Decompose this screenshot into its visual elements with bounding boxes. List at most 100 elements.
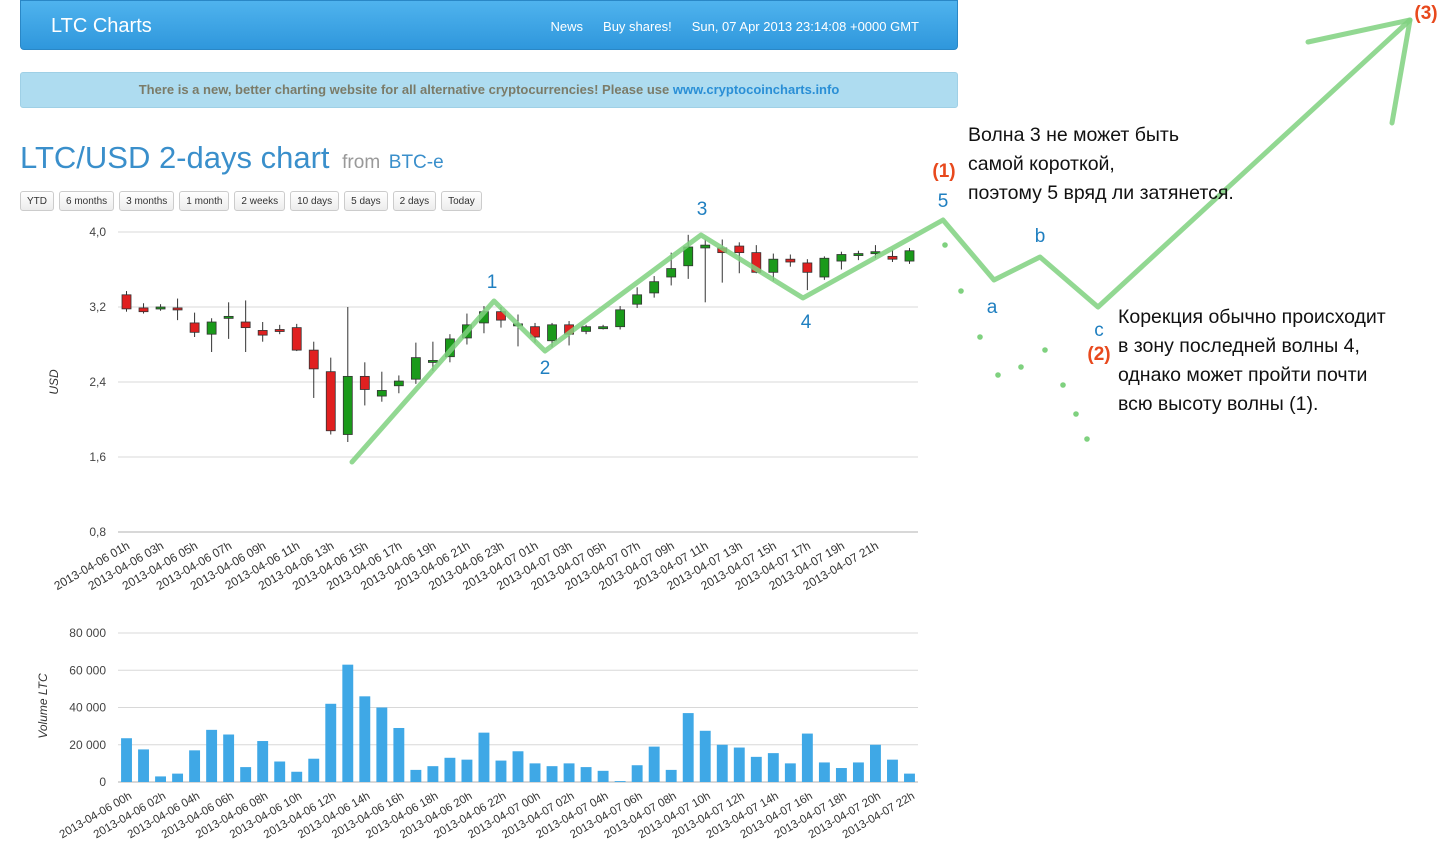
volume-grid: 0 20 000 40 000 60 000 80 000: [69, 626, 918, 789]
note-wave3-line: самой короткой,: [968, 153, 1115, 175]
brand-logo[interactable]: LTC Charts: [51, 15, 152, 37]
alternative-path-dot: [942, 242, 948, 248]
volume-bar: [444, 757, 456, 782]
degree-label: (1): [932, 161, 955, 182]
wave-label-a: a: [987, 297, 998, 318]
exchange-name[interactable]: BTC-e: [388, 152, 444, 173]
volume-bar: [835, 768, 847, 782]
range-button-5-days[interactable]: 5 days: [344, 191, 388, 211]
page-title: LTC/USD 2-days chart from BTC-e: [20, 140, 444, 176]
candle-body: [768, 258, 779, 273]
candle-body: [155, 306, 166, 310]
volume-bar: [852, 762, 864, 782]
price-y-tick-label: 4,0: [89, 225, 106, 239]
volume-bar: [750, 756, 762, 782]
nav-news-link[interactable]: News: [550, 19, 584, 34]
volume-bar: [546, 766, 558, 782]
note-correction-line: в зону последней волны 4,: [1118, 335, 1360, 357]
range-button-1-month[interactable]: 1 month: [179, 191, 230, 211]
candle-body: [342, 375, 353, 435]
volume-bar: [887, 759, 898, 782]
wave-label-4: 4: [801, 312, 812, 333]
candle-body: [530, 326, 540, 338]
nav-links: News Buy shares! Sun, 07 Apr 2013 23:14:…: [551, 19, 919, 34]
volume-bar: [818, 762, 830, 782]
range-button-2-days[interactable]: 2 days: [392, 191, 437, 211]
candle-body: [410, 357, 421, 380]
note-correction: Корекция обычно происходит в зону послед…: [1118, 303, 1386, 419]
volume-bar: [240, 767, 252, 782]
alternative-path-dot: [1042, 347, 1048, 353]
volume-bar: [291, 771, 303, 782]
price-y-tick-label: 2,4: [89, 375, 106, 389]
volume-bar: [206, 729, 218, 782]
volume-bar: [359, 696, 371, 782]
volume-bar: [121, 738, 132, 782]
candle-body: [853, 253, 864, 256]
wave-label-2: 2: [540, 358, 551, 379]
volume-bar: [393, 727, 405, 782]
server-datetime: Sun, 07 Apr 2013 23:14:08 +0000 GMT: [691, 19, 919, 34]
candle-body: [785, 258, 796, 263]
range-button-today[interactable]: Today: [441, 191, 482, 211]
wave-path: [349, 17, 1413, 465]
candle-body: [325, 371, 336, 432]
wave-label-b: b: [1035, 226, 1046, 247]
volume-bar: [767, 753, 779, 782]
volume-bar: [138, 749, 149, 782]
volume-bar: [631, 765, 643, 782]
volume-bar: [274, 761, 286, 782]
volume-bar: [665, 769, 677, 782]
volume-bar: [682, 713, 694, 782]
candle-body: [359, 375, 370, 390]
candle-body: [257, 330, 268, 336]
volume-bar: [155, 776, 166, 782]
candle-body: [615, 309, 626, 328]
alternative-path-dot: [1084, 436, 1090, 442]
candle-body: [598, 326, 609, 330]
volume-bar: [580, 767, 592, 782]
volume-bar: [870, 744, 881, 782]
candle-body: [172, 307, 183, 311]
volume-bar: [342, 664, 354, 782]
candle-body: [734, 245, 745, 254]
volume-bar: [325, 703, 337, 782]
range-button-ytd[interactable]: YTD: [20, 191, 54, 211]
candle-body: [496, 311, 506, 321]
volume-bar: [716, 744, 728, 782]
candle-body: [376, 390, 387, 397]
price-grid: 0,8 1,6 2,4 3,2 4,0: [89, 225, 918, 539]
volume-y-tick-label: 60 000: [69, 663, 106, 677]
range-button-10-days[interactable]: 10 days: [290, 191, 340, 211]
volume-y-tick-label: 0: [99, 775, 106, 789]
volume-bar: [733, 747, 745, 782]
wave-label-1: 1: [487, 272, 498, 293]
candle-body: [649, 281, 660, 294]
price-y-tick-label: 1,6: [89, 450, 106, 464]
volume-bars: [121, 664, 915, 782]
candle-body: [121, 294, 132, 310]
range-button-6-months[interactable]: 6 months: [59, 191, 115, 211]
note-correction-line: однако может пройти почти: [1118, 364, 1368, 386]
candle-body: [291, 327, 302, 351]
volume-bar: [614, 781, 626, 782]
nav-buy-shares-link[interactable]: Buy shares!: [603, 19, 672, 34]
candle-body: [308, 349, 319, 370]
range-button-3-months[interactable]: 3 months: [119, 191, 175, 211]
elliott-wave-overlay: 1 2 3 4 5 a b c (1) (2) (3): [349, 3, 1438, 465]
volume-y-tick-label: 80 000: [69, 626, 106, 640]
candle-body: [666, 268, 677, 278]
candle-body: [138, 307, 149, 313]
candle-body: [393, 380, 404, 387]
price-candles: [121, 234, 915, 442]
volume-bar: [784, 763, 796, 782]
range-button-2-weeks[interactable]: 2 weeks: [234, 191, 286, 211]
volume-bar: [410, 769, 422, 782]
volume-bar: [376, 707, 388, 782]
wave-label-c: c: [1094, 320, 1104, 341]
candle-body: [206, 321, 217, 335]
volume-bar: [257, 741, 269, 782]
cryptocoincharts-link[interactable]: www.cryptocoincharts.info: [672, 82, 840, 97]
